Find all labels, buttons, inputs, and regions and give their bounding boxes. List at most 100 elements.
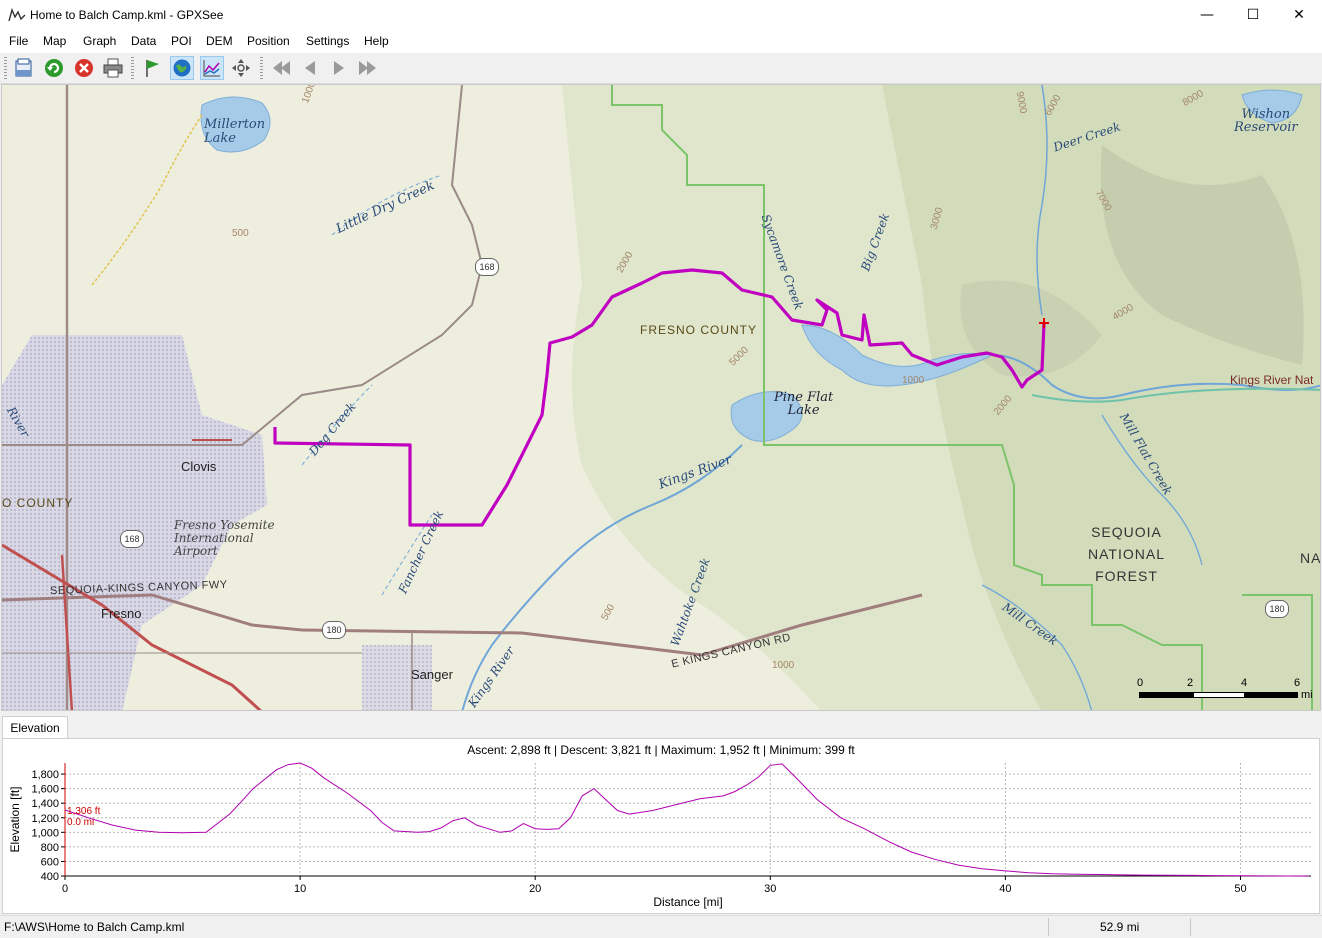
elevation-graph-panel[interactable]: Ascent: 2,898 ft | Descent: 3,821 ft | M… bbox=[2, 738, 1320, 914]
reload-icon[interactable] bbox=[42, 56, 66, 80]
contour-label: 500 bbox=[232, 228, 249, 239]
open-file-icon[interactable] bbox=[12, 56, 36, 80]
close-file-icon[interactable] bbox=[72, 56, 96, 80]
elevation-series-line bbox=[64, 762, 1309, 877]
next-file-icon[interactable] bbox=[327, 56, 351, 80]
scale-tick-label: 6 bbox=[1294, 677, 1301, 689]
minimize-button[interactable]: — bbox=[1200, 7, 1214, 23]
scale-segment bbox=[1193, 692, 1245, 698]
x-tick-label: 30 bbox=[764, 883, 776, 895]
menu-graph[interactable]: Graph bbox=[83, 34, 117, 48]
route-180-shield: 180 bbox=[1265, 600, 1289, 618]
x-tick-label: 0 bbox=[62, 883, 68, 895]
dog-creek-stream bbox=[301, 384, 373, 466]
toolbar bbox=[0, 53, 1322, 84]
label-sequoia-national-forest: SEQUOIA NATIONAL FOREST bbox=[1088, 524, 1165, 584]
last-file-icon[interactable] bbox=[356, 56, 380, 80]
route-180-shield: 180 bbox=[322, 621, 346, 639]
menu-help[interactable]: Help bbox=[364, 34, 389, 48]
show-graphs-icon[interactable] bbox=[200, 56, 224, 80]
mill-flat-creek-stream bbox=[1101, 414, 1203, 566]
label-wishon-reservoir: Wishon Reservoir bbox=[1234, 107, 1298, 135]
status-separator bbox=[1190, 918, 1191, 936]
status-separator bbox=[1048, 918, 1049, 936]
label-clovis: Clovis bbox=[181, 459, 217, 474]
scale-tick-label: 4 bbox=[1241, 677, 1248, 689]
label-pine-flat-lake: Pine Flat Lake bbox=[774, 390, 834, 418]
close-window-button[interactable]: ✕ bbox=[1293, 7, 1305, 23]
x-tick-label: 40 bbox=[999, 883, 1011, 895]
ridge-shading-2 bbox=[960, 280, 1102, 377]
contour-label: 1000 bbox=[902, 375, 925, 386]
ridge-shading bbox=[1100, 145, 1304, 365]
map-view[interactable]: Millerton Lake Little Dry Creek Sycamore… bbox=[1, 84, 1321, 711]
scale-unit: mi bbox=[1301, 689, 1313, 701]
menu-file[interactable]: File bbox=[9, 34, 29, 48]
maximize-button[interactable]: ☐ bbox=[1246, 7, 1260, 23]
mill-creek-stream bbox=[981, 584, 1093, 710]
route-168-shield: 168 bbox=[475, 258, 499, 276]
menu-settings[interactable]: Settings bbox=[306, 34, 350, 48]
x-tick-label: 10 bbox=[294, 883, 306, 895]
national-park-boundary bbox=[1031, 387, 1320, 403]
sequoia-kings-fwy bbox=[2, 543, 263, 710]
window-title: Home to Balch Camp.kml - GPXSee bbox=[30, 8, 224, 22]
elevation-chart[interactable]: 400 600 800 1,000 1,200 1,400 1,600 1,800 0 10 20 3… bbox=[3, 739, 1319, 913]
national-forest-boundary bbox=[611, 85, 1203, 710]
fresno-freeway bbox=[60, 554, 74, 710]
kings-river bbox=[461, 444, 743, 710]
center-map-icon[interactable] bbox=[229, 56, 253, 80]
show-waypoints-icon[interactable] bbox=[140, 56, 164, 80]
menu-map[interactable]: Map bbox=[43, 34, 67, 48]
show-map-icon[interactable] bbox=[170, 56, 194, 80]
route-end-marker bbox=[1039, 318, 1049, 328]
tab-elevation[interactable]: Elevation bbox=[2, 716, 68, 738]
highway-180 bbox=[2, 593, 923, 657]
label-millerton-lake: Millerton Lake bbox=[204, 117, 266, 146]
scale-tick-label: 2 bbox=[1187, 677, 1194, 689]
marker-distance-label: 0.0 mi bbox=[67, 817, 94, 828]
graph-summary: Ascent: 2,898 ft | Descent: 3,821 ft | M… bbox=[467, 743, 855, 757]
fancher-creek-stream bbox=[381, 514, 433, 596]
print-icon[interactable] bbox=[101, 56, 125, 80]
menu-poi[interactable]: POI bbox=[171, 34, 192, 48]
toolbar-separator-2 bbox=[260, 57, 263, 79]
scale-segment bbox=[1245, 692, 1298, 698]
previous-file-icon[interactable] bbox=[298, 56, 322, 80]
contour-label: 1000 bbox=[772, 660, 795, 671]
sanger-urban-area bbox=[362, 645, 432, 710]
y-axis-title: Elevation [ft] bbox=[8, 786, 22, 852]
menu-position[interactable]: Position bbox=[247, 34, 290, 48]
national-forest-boundary-east bbox=[1242, 594, 1313, 710]
y-tick-label: 600 bbox=[41, 856, 59, 868]
route-track bbox=[273, 268, 1046, 527]
menu-dem[interactable]: DEM bbox=[206, 34, 233, 48]
label-kings-river-national-park: Kings River Nat bbox=[1230, 373, 1314, 387]
highway-168 bbox=[2, 85, 484, 446]
title-bar: Home to Balch Camp.kml - GPXSee — ☐ ✕ bbox=[0, 0, 1322, 31]
graph-tab-bar: Elevation bbox=[0, 716, 1322, 738]
marker-elevation-label: 1,306 ft bbox=[67, 806, 101, 817]
menu-bar: File Map Graph Data POI DEM Position Set… bbox=[0, 31, 1322, 53]
wishon-reservoir bbox=[1241, 89, 1303, 124]
toolbar-grip[interactable] bbox=[4, 57, 7, 79]
y-tick-label: 1,000 bbox=[31, 827, 59, 839]
status-file-path: F:\AWS\Home to Balch Camp.kml bbox=[4, 920, 185, 934]
toolbar-separator bbox=[131, 57, 134, 79]
y-tick-label: 800 bbox=[41, 842, 59, 854]
menu-data[interactable]: Data bbox=[131, 34, 157, 48]
label-national-east: NA bbox=[1300, 550, 1321, 566]
label-fresno-county-west: O COUNTY bbox=[2, 496, 74, 510]
y-tick-label: 1,400 bbox=[31, 798, 59, 810]
label-fresno-county: FRESNO COUNTY bbox=[640, 323, 758, 337]
scale-tick-label: 0 bbox=[1137, 677, 1144, 689]
route-168-shield: 168 bbox=[120, 530, 144, 548]
deer-creek-stream bbox=[1036, 85, 1048, 316]
map-canvas[interactable] bbox=[2, 85, 1321, 711]
millerton-lake bbox=[200, 96, 271, 153]
first-file-icon[interactable] bbox=[269, 56, 293, 80]
y-tick-label: 1,200 bbox=[31, 813, 59, 825]
status-bar: F:\AWS\Home to Balch Camp.kml 52.9 mi bbox=[0, 915, 1322, 938]
x-tick-label: 20 bbox=[529, 883, 541, 895]
y-tick-label: 1,800 bbox=[31, 769, 59, 781]
